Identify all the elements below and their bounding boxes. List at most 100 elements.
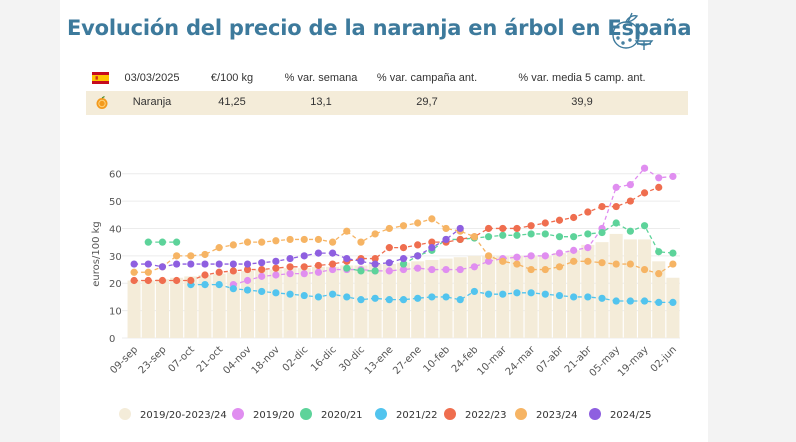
data-point <box>584 244 592 252</box>
data-point <box>640 265 649 274</box>
series-lines <box>130 164 677 306</box>
average-bar <box>184 276 198 338</box>
data-point <box>484 252 493 260</box>
y-axis-label: euros/100 kg <box>91 221 102 286</box>
data-point <box>570 293 578 301</box>
data-point <box>428 238 436 246</box>
data-point <box>258 238 266 246</box>
data-point <box>428 265 436 274</box>
data-point <box>414 264 422 272</box>
average-bar <box>141 280 155 338</box>
legend-label: 2019/20 <box>253 410 295 421</box>
data-point <box>499 224 507 233</box>
data-point <box>357 257 365 265</box>
data-point <box>314 249 323 257</box>
data-point <box>130 260 138 268</box>
data-point <box>513 289 521 297</box>
data-point <box>286 270 294 278</box>
legend-marker <box>119 408 131 420</box>
data-point <box>286 290 294 298</box>
data-point <box>201 281 209 289</box>
col-header-week: % var. semana <box>284 72 358 84</box>
data-point <box>343 264 351 272</box>
data-point <box>215 260 223 268</box>
average-bar <box>311 266 325 338</box>
table-date: 03/03/2025 <box>124 72 180 84</box>
data-point <box>357 267 365 275</box>
data-point <box>655 183 663 191</box>
x-tick-label: 07-abr <box>535 344 567 376</box>
data-point <box>215 281 223 289</box>
data-point <box>456 296 464 304</box>
average-bar <box>198 275 212 338</box>
data-point <box>470 287 478 296</box>
y-tick-label: 50 <box>109 197 122 208</box>
data-point <box>640 189 649 197</box>
data-point <box>329 238 337 246</box>
data-point <box>442 235 450 244</box>
legend-label: 2019/20-2023/24 <box>140 410 227 421</box>
data-point <box>598 294 606 302</box>
data-point <box>655 174 663 182</box>
data-point <box>626 297 634 305</box>
data-point <box>243 238 252 246</box>
data-point <box>385 244 393 252</box>
x-tick-label: 10-mar <box>475 344 509 378</box>
data-point <box>272 271 280 279</box>
data-point <box>598 202 606 211</box>
average-bar <box>609 233 623 338</box>
data-point <box>300 263 308 271</box>
legend-marker <box>589 408 601 420</box>
data-point <box>555 233 564 241</box>
data-point <box>329 290 337 298</box>
data-point <box>484 233 493 241</box>
x-tick-label: 16-dic <box>309 344 339 374</box>
data-point <box>470 263 478 271</box>
average-bar <box>326 266 340 338</box>
data-point <box>527 252 535 260</box>
legend-label: 2023/24 <box>536 410 578 421</box>
data-point <box>385 296 393 304</box>
data-point <box>329 249 337 257</box>
data-point <box>371 254 379 263</box>
x-tick-label: 23-sep <box>137 344 169 376</box>
data-point <box>527 230 535 238</box>
data-point <box>187 260 195 268</box>
data-point <box>442 265 450 274</box>
x-tick-label: 18-nov <box>250 344 282 376</box>
data-point <box>669 260 677 268</box>
data-point <box>357 238 365 246</box>
data-point <box>470 233 478 241</box>
product-price: 41,25 <box>218 96 246 108</box>
data-point <box>357 296 365 304</box>
data-point <box>243 276 252 285</box>
data-point <box>527 289 535 297</box>
page-title: Evolución del precio de la naranja en ár… <box>67 16 692 40</box>
data-point <box>229 285 237 293</box>
average-bar <box>127 280 141 338</box>
average-bar <box>581 244 595 338</box>
data-point <box>612 183 620 191</box>
legend: 2019/20-2023/24 2019/20 2020/21 2021/22 2022… <box>119 408 652 421</box>
data-point <box>173 276 181 285</box>
average-bar <box>638 239 652 338</box>
data-point <box>399 296 408 304</box>
data-point <box>187 252 195 260</box>
data-point <box>612 297 620 305</box>
data-point <box>144 260 152 268</box>
data-point <box>144 276 152 285</box>
data-point <box>484 224 493 233</box>
y-tick-label: 30 <box>109 252 122 263</box>
data-point <box>669 298 677 306</box>
data-point <box>399 260 408 268</box>
data-point <box>584 208 592 216</box>
data-point <box>343 227 351 235</box>
table-unit: €/100 kg <box>210 72 254 84</box>
average-bar <box>595 242 609 338</box>
data-point <box>428 244 436 252</box>
data-point <box>499 231 507 239</box>
data-point <box>258 287 266 296</box>
data-point <box>385 224 393 233</box>
series-line <box>190 283 673 304</box>
data-point <box>598 228 606 237</box>
